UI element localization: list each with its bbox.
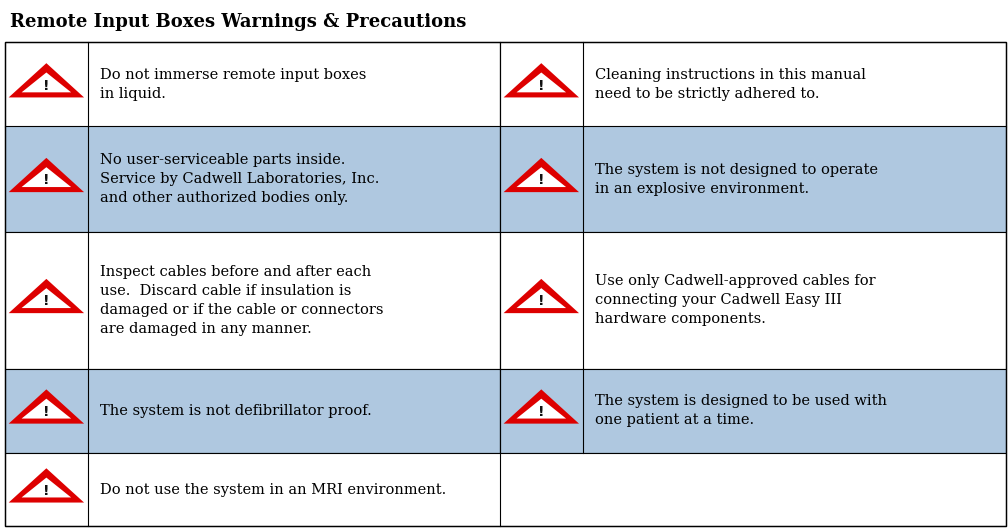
Polygon shape — [9, 279, 84, 313]
Text: Cleaning instructions in this manual
need to be strictly adhered to.: Cleaning instructions in this manual nee… — [595, 68, 866, 101]
Text: Do not use the system in an MRI environment.: Do not use the system in an MRI environm… — [100, 482, 447, 497]
Text: !: ! — [43, 79, 49, 93]
Polygon shape — [9, 158, 84, 192]
Polygon shape — [9, 63, 84, 97]
Polygon shape — [504, 279, 579, 313]
Polygon shape — [21, 478, 72, 497]
Text: !: ! — [43, 405, 49, 419]
Text: !: ! — [538, 405, 544, 419]
Bar — [5, 126, 500, 232]
Bar — [500, 232, 1006, 369]
Polygon shape — [516, 399, 566, 418]
Text: Do not immerse remote input boxes
in liquid.: Do not immerse remote input boxes in liq… — [100, 68, 366, 101]
Bar — [500, 42, 1006, 126]
Text: !: ! — [43, 484, 49, 498]
Bar — [5, 42, 500, 126]
Bar — [500, 369, 1006, 453]
Polygon shape — [504, 389, 579, 424]
Text: Remote Input Boxes Warnings & Precautions: Remote Input Boxes Warnings & Precaution… — [10, 13, 467, 31]
Polygon shape — [9, 389, 84, 424]
Polygon shape — [516, 167, 566, 187]
Polygon shape — [21, 399, 72, 418]
Text: Use only Cadwell-approved cables for
connecting your Cadwell Easy III
hardware c: Use only Cadwell-approved cables for con… — [595, 274, 875, 326]
Text: The system is not defibrillator proof.: The system is not defibrillator proof. — [100, 404, 372, 417]
Polygon shape — [9, 468, 84, 503]
Text: !: ! — [538, 174, 544, 187]
Text: Inspect cables before and after each
use.  Discard cable if insulation is
damage: Inspect cables before and after each use… — [100, 264, 383, 335]
Bar — [5, 232, 500, 369]
Text: !: ! — [43, 295, 49, 308]
Bar — [500, 126, 1006, 232]
Polygon shape — [21, 167, 72, 187]
Polygon shape — [504, 158, 579, 192]
Polygon shape — [21, 72, 72, 93]
Polygon shape — [516, 288, 566, 308]
Polygon shape — [21, 288, 72, 308]
Bar — [5, 453, 1006, 526]
Text: !: ! — [538, 79, 544, 93]
Text: The system is designed to be used with
one patient at a time.: The system is designed to be used with o… — [595, 394, 887, 427]
Text: !: ! — [538, 295, 544, 308]
Text: !: ! — [43, 174, 49, 187]
Polygon shape — [504, 63, 579, 97]
Polygon shape — [516, 72, 566, 93]
Text: The system is not designed to operate
in an explosive environment.: The system is not designed to operate in… — [595, 162, 878, 196]
Bar — [5, 369, 500, 453]
Text: No user-serviceable parts inside.
Service by Cadwell Laboratories, Inc.
and othe: No user-serviceable parts inside. Servic… — [100, 153, 379, 205]
